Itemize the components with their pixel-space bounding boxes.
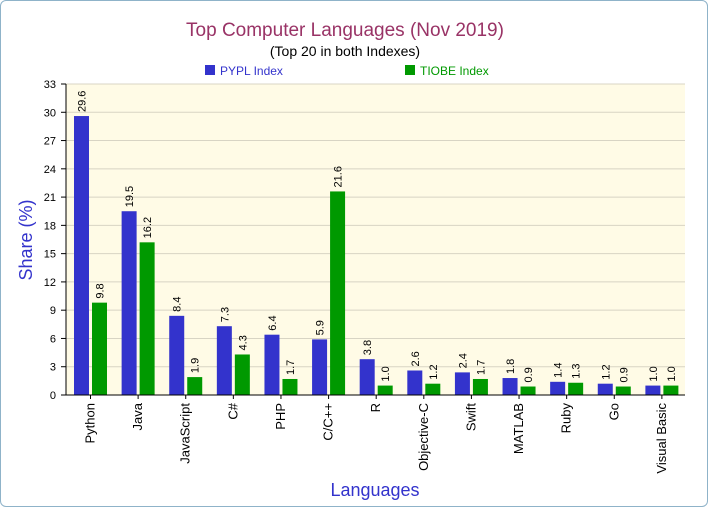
x-axis-ticks: Python Java JavaScript C# PHP C/C++ R Objective… bbox=[83, 395, 669, 474]
data-label: 1.7 bbox=[285, 360, 297, 375]
x-tick-label: C# bbox=[225, 402, 240, 419]
data-label: 4.3 bbox=[237, 335, 249, 350]
data-label: 0.9 bbox=[523, 367, 535, 382]
data-label: 1.3 bbox=[571, 363, 583, 378]
data-label: 1.9 bbox=[190, 358, 202, 373]
chart-subtitle: (Top 20 in both Indexes) bbox=[270, 43, 420, 59]
y-tick-label: 18 bbox=[44, 220, 56, 232]
x-tick-label: Ruby bbox=[559, 403, 574, 434]
x-tick-label: Python bbox=[83, 403, 98, 443]
y-tick-label: 0 bbox=[50, 390, 56, 402]
legend-label-tiobe: TIOBE Index bbox=[420, 64, 489, 78]
y-tick-label: 15 bbox=[44, 249, 56, 261]
legend-swatch-tiobe bbox=[405, 65, 415, 75]
x-tick-label: PHP bbox=[273, 403, 288, 430]
data-label: 29.6 bbox=[77, 91, 89, 112]
x-tick-label: Swift bbox=[463, 403, 478, 432]
bar-tiobe bbox=[472, 378, 488, 395]
data-label: 8.4 bbox=[172, 297, 184, 312]
bar-tiobe bbox=[92, 302, 107, 395]
data-label: 1.2 bbox=[428, 364, 440, 379]
data-label: 2.4 bbox=[457, 353, 469, 368]
data-label: 1.2 bbox=[600, 364, 612, 379]
bar-tiobe bbox=[187, 377, 203, 395]
y-axis-title: Share (%) bbox=[16, 199, 36, 280]
bar-tiobe bbox=[663, 385, 679, 395]
y-tick-label: 6 bbox=[50, 333, 56, 345]
y-tick-label: 30 bbox=[44, 107, 56, 119]
bar-tiobe bbox=[330, 191, 346, 395]
data-label: 1.0 bbox=[380, 366, 392, 381]
x-tick-label: Objective-C bbox=[416, 403, 431, 471]
x-tick-label: Go bbox=[606, 403, 621, 420]
data-label: 1.0 bbox=[648, 366, 660, 381]
bar-pypl bbox=[312, 339, 328, 395]
data-label: 0.9 bbox=[618, 367, 630, 382]
y-tick-label: 33 bbox=[44, 79, 56, 91]
y-tick-label: 9 bbox=[50, 305, 56, 317]
bar-tiobe bbox=[234, 354, 250, 395]
x-tick-label: R bbox=[368, 403, 383, 412]
bar-pypl bbox=[359, 359, 375, 395]
y-tick-label: 3 bbox=[50, 362, 56, 374]
y-tick-label: 21 bbox=[44, 192, 56, 204]
x-tick-label: Visual Basic bbox=[654, 403, 669, 474]
bar-pypl bbox=[454, 372, 470, 395]
x-tick-label: JavaScript bbox=[178, 403, 193, 464]
bar-tiobe bbox=[425, 383, 441, 395]
y-tick-label: 24 bbox=[44, 164, 56, 176]
data-label: 3.8 bbox=[362, 340, 374, 355]
data-label: 1.0 bbox=[666, 366, 678, 381]
plot-area bbox=[66, 84, 685, 395]
bar-pypl bbox=[121, 211, 137, 395]
axes bbox=[65, 84, 685, 396]
legend-label-pypl: PYPL Index bbox=[220, 64, 283, 78]
y-tick-label: 12 bbox=[44, 277, 56, 289]
data-label: 1.7 bbox=[475, 360, 487, 375]
bar-pypl bbox=[407, 370, 423, 395]
bar-pypl bbox=[502, 378, 518, 395]
bar-pypl bbox=[216, 326, 232, 395]
bar-pypl bbox=[264, 334, 280, 395]
chart-title: Top Computer Languages (Nov 2019) bbox=[186, 20, 504, 41]
x-axis-title: Languages bbox=[330, 480, 419, 500]
bar-tiobe bbox=[520, 386, 536, 395]
bar-tiobe bbox=[377, 385, 393, 395]
y-tick-label: 27 bbox=[44, 136, 56, 148]
bar-pypl bbox=[74, 116, 89, 396]
bar-pypl bbox=[645, 385, 661, 395]
y-axis-ticks: 0 3 6 9 12 15 18 21 24 27 30 33 bbox=[44, 79, 66, 402]
data-label: 2.6 bbox=[410, 351, 422, 366]
data-label: 21.6 bbox=[333, 166, 345, 187]
grid-lines bbox=[66, 83, 685, 368]
data-label: 1.4 bbox=[553, 363, 565, 378]
bar-tiobe bbox=[615, 386, 631, 395]
x-tick-label: C/C++ bbox=[321, 403, 336, 441]
bar-pypl bbox=[597, 383, 613, 395]
data-label: 5.9 bbox=[315, 320, 327, 335]
x-tick-label: Java bbox=[130, 402, 145, 430]
data-label: 19.5 bbox=[124, 186, 136, 207]
data-label: 6.4 bbox=[267, 315, 279, 330]
data-label: 7.3 bbox=[219, 307, 231, 322]
bar-tiobe bbox=[139, 242, 155, 395]
bar-pypl bbox=[169, 315, 185, 395]
legend: PYPL Index TIOBE Index bbox=[205, 64, 489, 78]
x-tick-label: MATLAB bbox=[511, 403, 526, 454]
bar-pypl bbox=[550, 381, 566, 395]
data-label: 16.2 bbox=[142, 217, 154, 238]
bars: 29.6 9.8 19.5 16.2 8.4 1.9 7.3 4.3 6.4 1.7 5.9 21.6… bbox=[74, 91, 679, 396]
bar-tiobe bbox=[568, 382, 584, 395]
data-label: 1.8 bbox=[505, 359, 517, 374]
legend-swatch-pypl bbox=[205, 65, 215, 75]
data-label: 9.8 bbox=[95, 283, 107, 298]
bar-tiobe bbox=[282, 378, 298, 395]
